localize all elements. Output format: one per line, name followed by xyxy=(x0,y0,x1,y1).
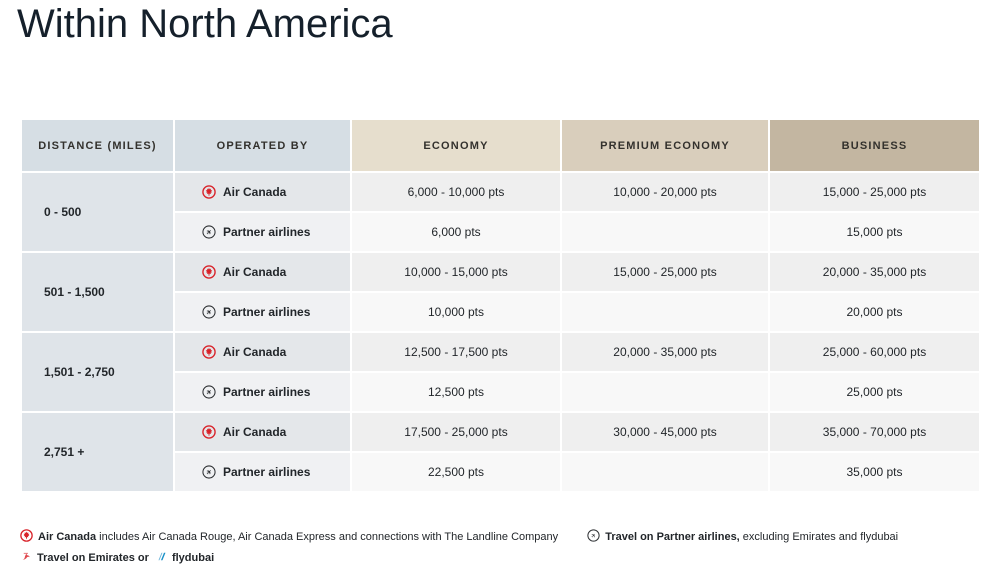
partner-airlines-icon: ✈ xyxy=(202,305,216,319)
partner-airlines-icon: ✈ xyxy=(202,465,216,479)
economy-value: 12,500 - 17,500 pts xyxy=(350,331,562,373)
economy-value: 10,000 pts xyxy=(350,291,562,333)
operator-label: Partner airlines xyxy=(223,225,311,239)
footnote-bold: Travel on Partner airlines, xyxy=(605,531,740,543)
operator-label: Partner airlines xyxy=(223,305,311,319)
partner-airlines-icon: ✈ xyxy=(587,529,600,549)
business-value: 20,000 pts xyxy=(768,291,981,333)
operator-label: Air Canada xyxy=(223,185,287,199)
operated-by-cell: ✈ Partner airlines xyxy=(173,371,352,413)
footnote-bold: Air Canada xyxy=(38,531,97,543)
operator-label: Air Canada xyxy=(223,345,287,359)
partner-airlines-icon: ✈ xyxy=(202,385,216,399)
footnote-line-1: Air Canada includes Air Canada Rouge, Ai… xyxy=(20,528,990,549)
header-economy: ECONOMY xyxy=(350,118,562,173)
economy-value: 17,500 - 25,000 pts xyxy=(350,411,562,453)
svg-text:✈: ✈ xyxy=(205,388,214,397)
footnotes: Air Canada includes Air Canada Rouge, Ai… xyxy=(20,528,990,567)
operated-by-cell: Air Canada xyxy=(173,251,352,293)
business-value: 15,000 - 25,000 pts xyxy=(768,171,981,213)
table-row: ✈ Partner airlines 10,000 pts 20,000 pts xyxy=(21,291,981,333)
operated-by-cell: Air Canada xyxy=(173,411,352,453)
premium-economy-value xyxy=(560,371,770,413)
economy-value: 12,500 pts xyxy=(350,371,562,413)
operator-label: Air Canada xyxy=(223,265,287,279)
footnote-bold: Travel on Emirates or xyxy=(37,552,149,564)
table-header-row: DISTANCE (MILES) OPERATED BY ECONOMY PRE… xyxy=(20,118,981,173)
economy-value: 6,000 pts xyxy=(350,211,562,253)
table-row: 0 - 500 Air Canada 6,000 - 10,000 pts 10… xyxy=(20,171,981,253)
emirates-logo-icon xyxy=(20,550,32,567)
distance-cell: 1,501 - 2,750 xyxy=(20,331,175,413)
footnote-text: includes Air Canada Rouge, Air Canada Ex… xyxy=(96,531,559,543)
distance-cell: 0 - 500 xyxy=(20,171,175,253)
svg-text:✈: ✈ xyxy=(205,228,214,237)
business-value: 15,000 pts xyxy=(768,211,981,253)
footnote-flydubai-label: flydubai xyxy=(171,552,215,564)
premium-economy-value: 15,000 - 25,000 pts xyxy=(560,251,770,293)
operated-by-cell: ✈ Partner airlines xyxy=(173,211,352,253)
footnote-text: excluding Emirates and flydubai xyxy=(739,531,899,543)
economy-value: 22,500 pts xyxy=(350,451,562,493)
economy-value: 6,000 - 10,000 pts xyxy=(350,171,562,213)
air-canada-logo-icon xyxy=(202,265,216,279)
page-title: Within North America xyxy=(17,2,393,46)
business-value: 35,000 - 70,000 pts xyxy=(768,411,981,453)
footnote-partner: ✈ Travel on Partner airlines, excluding E… xyxy=(587,529,899,543)
header-operated-by: OPERATED BY xyxy=(173,118,352,173)
header-business: BUSINESS xyxy=(768,118,981,173)
operator-label: Air Canada xyxy=(223,425,287,439)
air-canada-logo-icon xyxy=(20,529,33,549)
operated-by-cell: ✈ Partner airlines xyxy=(173,451,352,493)
table-row: 1,501 - 2,750 Air Canada 12,500 - 17,500… xyxy=(20,331,981,413)
operated-by-cell: ✈ Partner airlines xyxy=(173,291,352,333)
premium-economy-value xyxy=(560,211,770,253)
header-premium-economy: PREMIUM ECONOMY xyxy=(560,118,770,173)
table-row: ✈ Partner airlines 6,000 pts 15,000 pts xyxy=(21,211,981,253)
business-value: 25,000 - 60,000 pts xyxy=(768,331,981,373)
svg-text:✈: ✈ xyxy=(205,308,214,317)
footnote-air-canada: Air Canada includes Air Canada Rouge, Ai… xyxy=(20,529,561,543)
table-row: 501 - 1,500 Air Canada 10,000 - 15,000 p… xyxy=(20,251,981,333)
premium-economy-value xyxy=(560,451,770,493)
business-value: 35,000 pts xyxy=(768,451,981,493)
distance-cell: 2,751 + xyxy=(20,411,175,493)
footnote-emirates-flydubai: Travel on Emirates or flydubai xyxy=(20,552,214,564)
header-distance: DISTANCE (MILES) xyxy=(20,118,175,173)
svg-text:✈: ✈ xyxy=(590,532,598,540)
footnote-line-2: Travel on Emirates or flydubai xyxy=(20,549,990,567)
rewards-table: DISTANCE (MILES) OPERATED BY ECONOMY PRE… xyxy=(20,118,981,493)
svg-text:✈: ✈ xyxy=(205,468,214,477)
operator-label: Partner airlines xyxy=(223,385,311,399)
premium-economy-value xyxy=(560,291,770,333)
premium-economy-value: 20,000 - 35,000 pts xyxy=(560,331,770,373)
flydubai-logo-icon xyxy=(156,550,167,567)
table-row: 2,751 + Air Canada 17,500 - 25,000 pts 3… xyxy=(20,411,981,493)
operated-by-cell: Air Canada xyxy=(173,171,352,213)
business-value: 25,000 pts xyxy=(768,371,981,413)
air-canada-logo-icon xyxy=(202,185,216,199)
table-row: ✈ Partner airlines 22,500 pts 35,000 pts xyxy=(21,451,981,493)
premium-economy-value: 10,000 - 20,000 pts xyxy=(560,171,770,213)
business-value: 20,000 - 35,000 pts xyxy=(768,251,981,293)
air-canada-logo-icon xyxy=(202,425,216,439)
table-row: ✈ Partner airlines 12,500 pts 25,000 pts xyxy=(21,371,981,413)
distance-cell: 501 - 1,500 xyxy=(20,251,175,333)
economy-value: 10,000 - 15,000 pts xyxy=(350,251,562,293)
partner-airlines-icon: ✈ xyxy=(202,225,216,239)
operator-label: Partner airlines xyxy=(223,465,311,479)
premium-economy-value: 30,000 - 45,000 pts xyxy=(560,411,770,453)
operated-by-cell: Air Canada xyxy=(173,331,352,373)
air-canada-logo-icon xyxy=(202,345,216,359)
